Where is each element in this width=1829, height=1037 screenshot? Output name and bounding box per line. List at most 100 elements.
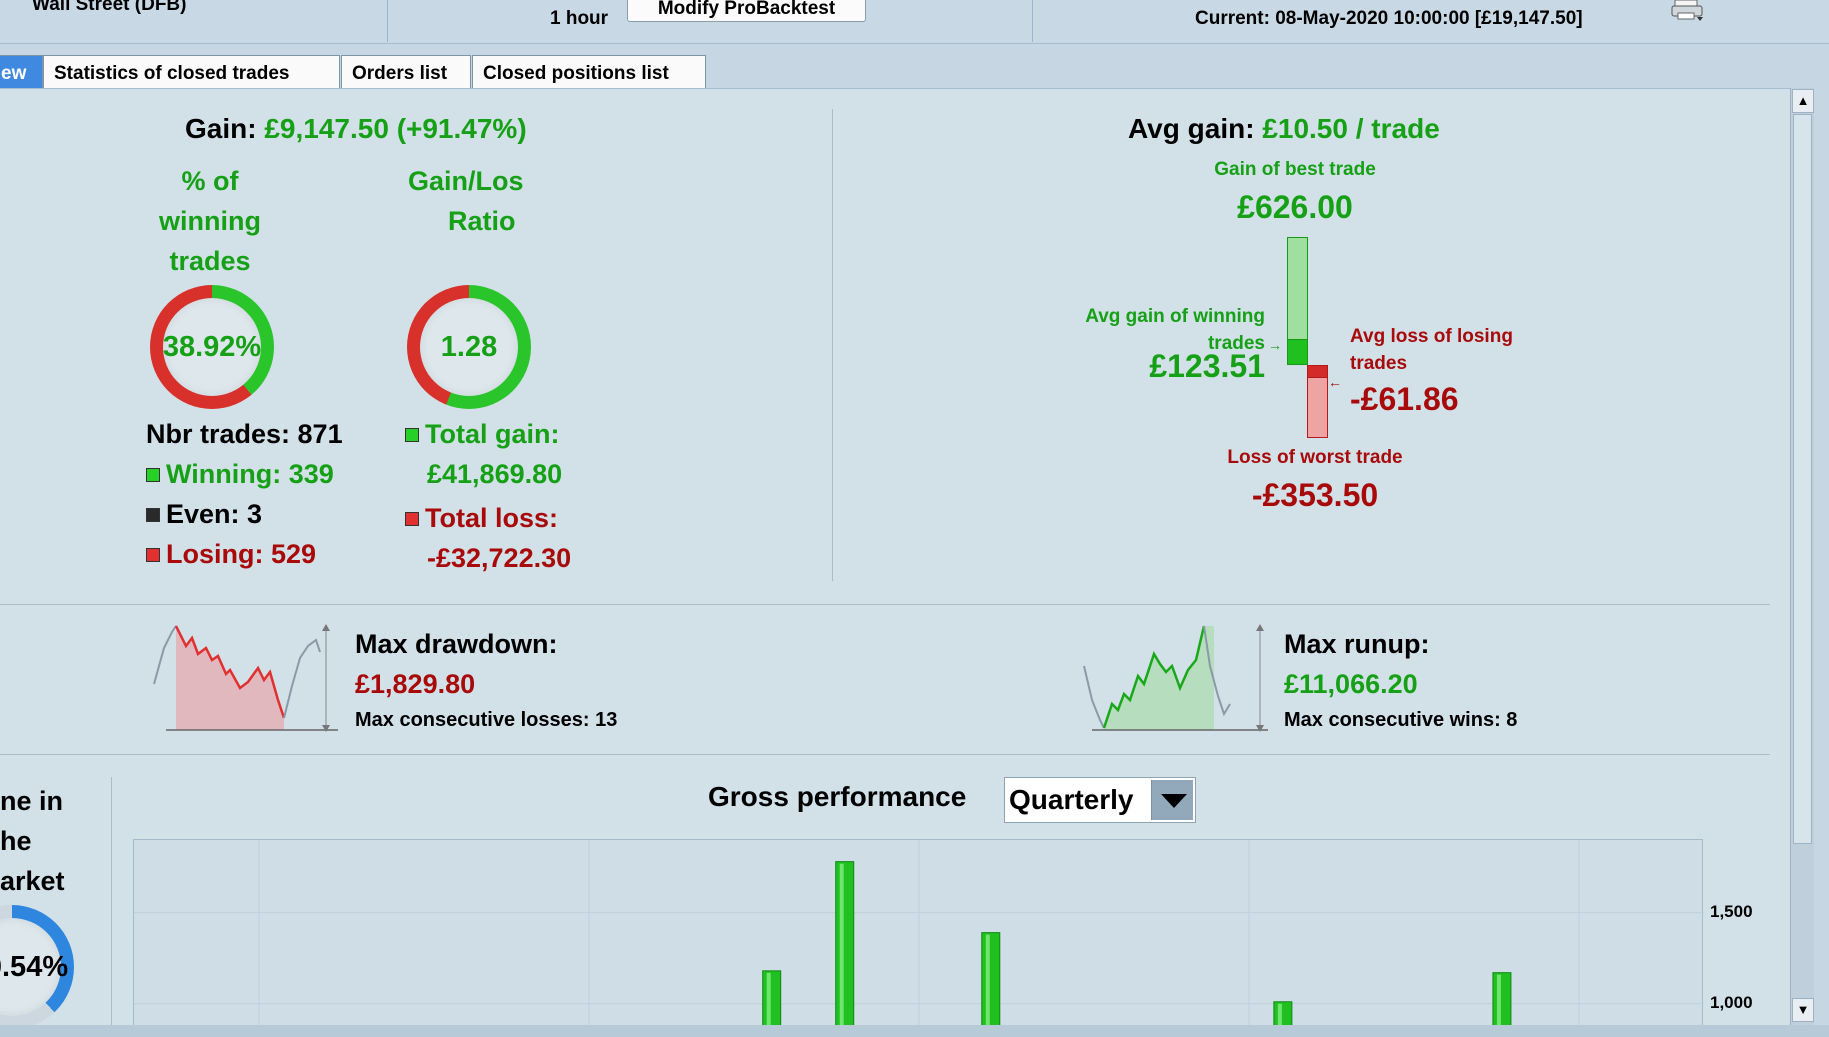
title-line: % of: [181, 166, 239, 196]
y-axis-labels: 1,500 1,000: [1708, 839, 1778, 1029]
modify-probacktest-button[interactable]: Modify ProBacktest: [627, 0, 866, 22]
performance-bar-highlight: [1277, 1003, 1282, 1037]
title-line: Gain/Los: [408, 166, 524, 196]
y-tick-label: 1,000: [1710, 992, 1753, 1012]
performance-bar-highlight: [1496, 974, 1501, 1037]
avg-win-value: £123.51: [1149, 348, 1265, 384]
even-trades: Even: 3: [146, 499, 262, 530]
avg-loss-value: -£61.86: [1350, 381, 1459, 417]
performance-chart-svg: [134, 840, 1704, 1037]
tab-orders-list[interactable]: Orders list: [341, 55, 471, 88]
vertical-scrollbar[interactable]: ▲ ▼: [1790, 88, 1814, 1025]
legend-black-square: [146, 508, 160, 522]
top-bar: Wall Street (DFB) 1 hour Modify ProBackt…: [0, 0, 1829, 44]
period-select[interactable]: Quarterly: [1004, 777, 1196, 823]
winning-pct-title: % of winning trades: [135, 161, 285, 281]
total-loss-value: -£32,722.30: [427, 543, 572, 573]
losing-text: Losing: 529: [166, 539, 317, 569]
avg-gain-label: Avg gain:: [1128, 113, 1255, 144]
label-line: trades: [1207, 333, 1265, 354]
worst-trade-label: Loss of worst trade: [1227, 447, 1403, 468]
title-line: ne in: [0, 786, 64, 816]
total-gain: Total gain:: [405, 419, 560, 450]
y-tick-label: 1,500: [1710, 901, 1753, 921]
nbr-trades: Nbr trades: 871: [146, 419, 343, 449]
max-runup-label: Max runup:: [1284, 629, 1430, 659]
losing-trades: Losing: 529: [146, 539, 316, 570]
total-loss-label: Total loss:: [425, 503, 559, 533]
arrow-right-icon: →: [1268, 337, 1282, 353]
legend-red-square: [405, 512, 419, 526]
section-divider: [111, 777, 112, 1025]
gain-value: £9,147.50 (+91.47%): [264, 113, 527, 144]
winning-pct-donut: 38.92%: [150, 285, 274, 409]
instrument-name: Wall Street (DFB): [32, 0, 187, 15]
gain-loss-ratio-value: 1.28: [440, 331, 498, 363]
performance-bar[interactable]: [835, 861, 855, 1037]
tab-closed-positions-list[interactable]: Closed positions list: [472, 55, 706, 88]
avg-loss-bar: [1307, 365, 1328, 378]
winning-trades: Winning: 339: [146, 459, 334, 490]
tab-overview[interactable]: ew: [0, 55, 43, 88]
title-line: trades: [169, 246, 251, 276]
max-drawdown-label: Max drawdown:: [355, 629, 558, 659]
avg-loss-label: Avg loss of losing trades: [1350, 323, 1513, 377]
separator: [387, 0, 388, 42]
legend-green-square: [146, 468, 160, 482]
title-line: arket: [0, 866, 65, 896]
label-line: Avg loss of losing: [1350, 326, 1513, 347]
max-consecutive-wins: Max consecutive wins: 8: [1284, 709, 1518, 731]
scroll-down-arrow-icon[interactable]: ▼: [1792, 998, 1814, 1022]
avg-win-label: Avg gain of winning trades: [1040, 303, 1265, 357]
scroll-up-arrow-icon[interactable]: ▲: [1792, 89, 1814, 113]
total-gain-label: Total gain:: [425, 419, 560, 449]
time-in-market-title: ne in he arket: [0, 781, 65, 901]
performance-bar-highlight: [766, 972, 771, 1037]
even-text: Even: 3: [166, 499, 263, 529]
row-divider: [0, 754, 1770, 755]
performance-bar-highlight: [839, 863, 844, 1037]
legend-red-square: [146, 548, 160, 562]
avg-gain-value: £10.50 / trade: [1262, 113, 1440, 144]
arrow-left-icon: ←: [1328, 374, 1342, 390]
performance-bar-highlight: [985, 934, 990, 1037]
gain-loss-ratio-title: Gain/Los Ratio: [408, 161, 533, 241]
avg-gain: Avg gain: £10.50 / trade: [1128, 113, 1440, 145]
total-gain-value: £41,869.80: [427, 459, 563, 489]
runup-sparkline: [1083, 624, 1268, 732]
row-divider: [0, 604, 1770, 605]
printer-icon[interactable]: [1670, 0, 1704, 22]
max-runup-value: £11,066.20: [1284, 669, 1418, 699]
label-line: trades: [1350, 353, 1408, 374]
max-drawdown-value: £1,829.80: [355, 669, 476, 699]
label-line: Avg gain of winning: [1085, 306, 1265, 327]
timeframe-label: 1 hour: [550, 8, 609, 29]
separator: [1032, 0, 1033, 42]
tab-statistics-closed-trades[interactable]: Statistics of closed trades: [43, 55, 340, 88]
section-divider: [832, 109, 833, 581]
winning-pct-value: 38.92%: [162, 331, 262, 363]
chevron-down-icon[interactable]: [1151, 780, 1193, 820]
winning-text: Winning: 339: [166, 459, 334, 489]
best-trade-label: Gain of best trade: [1214, 159, 1376, 180]
gain-summary: Gain: £9,147.50 (+91.47%): [185, 113, 527, 145]
drawdown-sparkline: [153, 624, 338, 732]
time-in-market-value: 0.54%: [0, 951, 69, 983]
best-trade-value: £626.00: [1237, 189, 1353, 225]
scrollbar-thumb[interactable]: [1793, 114, 1812, 844]
gross-performance-chart: [133, 839, 1704, 1037]
current-value: Current: 08-May-2020 10:00:00 [£19,147.5…: [1195, 8, 1583, 29]
bottom-strip: [0, 1025, 1829, 1037]
title-line: Ratio: [448, 206, 516, 236]
total-loss: Total loss:: [405, 503, 558, 534]
performance-bar[interactable]: [981, 932, 1001, 1037]
gross-performance-label: Gross performance: [708, 781, 967, 812]
gain-label: Gain:: [185, 113, 257, 144]
donut-hole: [420, 298, 518, 396]
gain-loss-ratio-donut: 1.28: [407, 285, 531, 409]
title-line: winning: [159, 206, 261, 236]
avg-gain-bar: [1287, 339, 1308, 365]
period-select-value: Quarterly: [1009, 784, 1134, 815]
title-line: he: [0, 826, 32, 856]
time-in-market-donut: 0.54%: [0, 905, 74, 1025]
